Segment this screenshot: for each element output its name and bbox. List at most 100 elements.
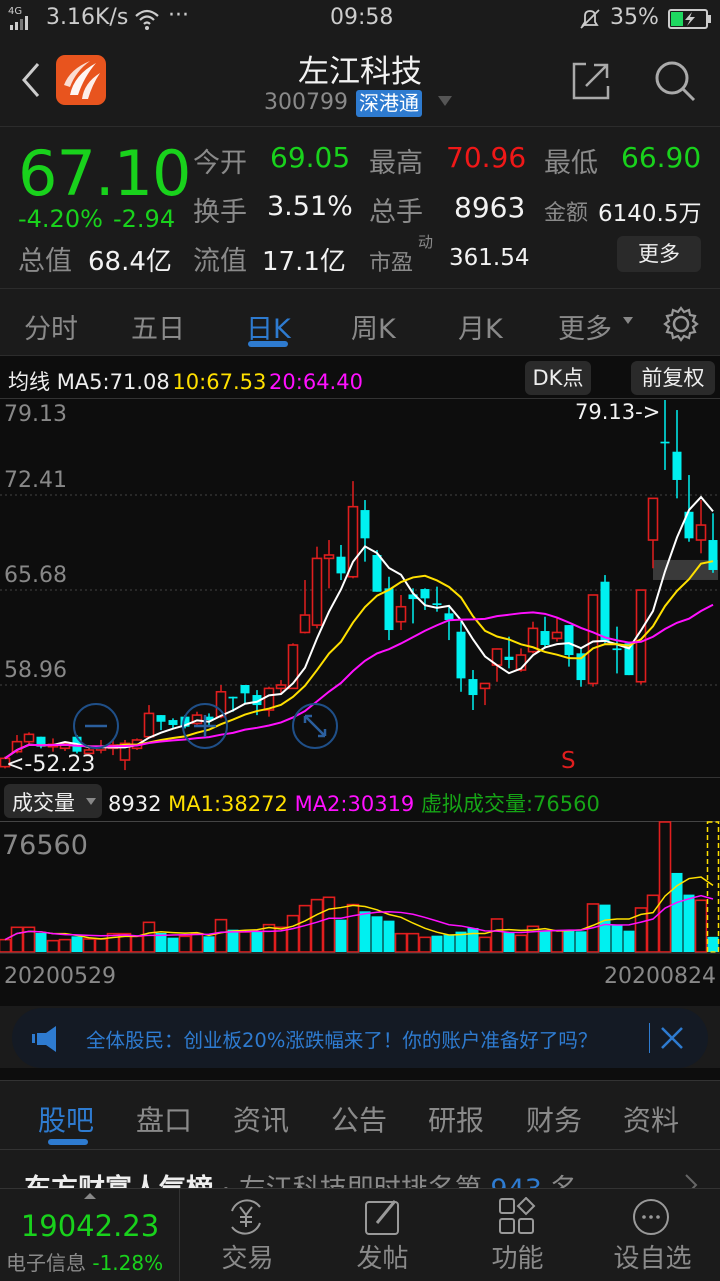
search-icon[interactable] xyxy=(652,58,698,104)
tab-daily-k[interactable]: 日K xyxy=(246,314,291,345)
volume-bar xyxy=(10,926,24,953)
volume-bar xyxy=(359,911,371,952)
popularity-ranking[interactable]: 东方财富人气榜 · 左江科技即时排名第 943 名 xyxy=(0,1151,720,1188)
tab-announcements[interactable]: 公告 xyxy=(331,1104,388,1137)
volume-bar xyxy=(611,924,623,952)
announcement-text[interactable]: 全体股民：创业板20%涨跌幅来了！你的账户准备好了吗？ xyxy=(86,1029,598,1052)
candle-body xyxy=(11,740,23,753)
volume-ma2: MA2:30319 xyxy=(294,792,415,816)
battery-charging-icon xyxy=(668,9,711,29)
candle-body xyxy=(252,695,262,706)
candle-body xyxy=(287,644,299,690)
candle-body xyxy=(204,716,214,721)
megaphone-icon xyxy=(32,1026,56,1052)
candle-body xyxy=(684,511,694,539)
functions-button[interactable]: 功能 xyxy=(450,1189,585,1281)
candle-body xyxy=(323,554,335,560)
zoom-in-icon[interactable] xyxy=(181,702,229,750)
volume-ma1: MA1:38272 xyxy=(168,792,288,816)
volume-bar xyxy=(167,937,179,952)
candle-body xyxy=(336,556,346,574)
functions-label: 功能 xyxy=(491,1244,544,1274)
volume-bar xyxy=(671,872,683,952)
stock-code: 300799 xyxy=(264,90,348,115)
compose-icon xyxy=(365,1200,399,1235)
add-watchlist-button[interactable]: 设自选 xyxy=(585,1189,720,1281)
ma20-line xyxy=(4,603,714,760)
tab-weekly-k[interactable]: 周K xyxy=(351,314,396,345)
tab-profile[interactable]: 资料 xyxy=(623,1104,680,1137)
candle-body xyxy=(311,557,323,626)
high-value: 70.96 xyxy=(446,141,527,174)
volume-bar xyxy=(142,921,156,953)
volume-bar xyxy=(514,934,528,953)
volume-bar xyxy=(214,918,228,953)
candle-body xyxy=(384,588,394,631)
candlestick-chart[interactable] xyxy=(0,398,720,778)
turnover-value: 3.51% xyxy=(267,191,353,222)
wifi-icon xyxy=(135,9,159,30)
volume-bar xyxy=(155,932,167,952)
volume-bar xyxy=(623,930,635,952)
candle-body xyxy=(647,497,659,541)
ranking-number: 943 xyxy=(490,1174,542,1188)
volume-bar xyxy=(178,935,192,953)
dropdown-caret-icon[interactable] xyxy=(438,96,452,106)
volume-bar xyxy=(0,938,12,953)
tab-news[interactable]: 资讯 xyxy=(233,1104,290,1137)
volume-bar xyxy=(683,894,695,952)
volume-chart[interactable] xyxy=(0,812,720,957)
tab-intraday[interactable]: 分时 xyxy=(24,314,78,345)
volume-ma1-line xyxy=(4,876,714,941)
last-price: 67.10 xyxy=(18,137,191,210)
tab-five-day[interactable]: 五日 xyxy=(131,314,185,345)
more-caret-icon xyxy=(623,317,633,324)
current-price-band xyxy=(653,559,718,580)
battery-percent: 35% xyxy=(610,5,659,30)
volume-bar xyxy=(346,903,360,953)
close-icon[interactable] xyxy=(660,1026,684,1050)
selector-caret-icon xyxy=(86,798,96,805)
volume-bar xyxy=(563,930,575,952)
volume-bar xyxy=(35,932,47,952)
tab-finance[interactable]: 财务 xyxy=(526,1104,583,1137)
more-quote-button[interactable]: 更多 xyxy=(617,236,701,272)
candle-body xyxy=(36,736,46,747)
candle-body xyxy=(408,594,418,600)
tab-monthly-k[interactable]: 月K xyxy=(458,314,503,345)
period-tabs: 分时 五日 日K 周K 月K 更多 xyxy=(0,288,720,356)
active-tab-indicator xyxy=(48,1139,88,1145)
index-ticker[interactable]: 19042.23 电子信息 -1.28% xyxy=(0,1189,180,1281)
zoom-out-icon[interactable] xyxy=(72,702,120,750)
candle-body xyxy=(83,749,95,755)
ma20-value: 20:64.40 xyxy=(269,370,363,394)
volume-ma2-line xyxy=(4,894,714,941)
tab-forum[interactable]: 股吧 xyxy=(38,1104,95,1137)
dk-point-button[interactable]: DK点 xyxy=(525,361,591,395)
tab-more[interactable]: 更多 xyxy=(558,314,612,345)
candle-body xyxy=(551,631,563,640)
price-adjust-button[interactable]: 前复权 xyxy=(631,361,715,395)
volume-bar xyxy=(431,935,443,952)
post-button[interactable]: 发帖 xyxy=(315,1189,450,1281)
index-change: -1.28% xyxy=(92,1251,164,1275)
share-icon[interactable] xyxy=(570,60,612,102)
fullscreen-icon[interactable] xyxy=(291,702,339,750)
announcement-banner[interactable]: 全体股民：创业板20%涨跌幅来了！你的账户准备好了吗？ xyxy=(12,1008,708,1068)
volume-bar xyxy=(106,932,120,953)
volume-bar xyxy=(371,916,383,952)
indicator-selector[interactable]: 成交量 xyxy=(4,784,102,818)
tab-order-book[interactable]: 盘口 xyxy=(136,1104,193,1137)
low-value: 66.90 xyxy=(621,141,702,174)
tab-research[interactable]: 研报 xyxy=(428,1104,485,1137)
volume-bar xyxy=(335,919,347,952)
network-speed: 3.16K/s xyxy=(46,5,129,30)
trade-button[interactable]: 交易 xyxy=(180,1189,315,1281)
volume-max-label: 76560 xyxy=(2,830,88,861)
back-icon[interactable] xyxy=(18,60,42,100)
open-value: 69.05 xyxy=(270,141,351,174)
settings-gear-icon[interactable] xyxy=(662,305,700,343)
volume-bar xyxy=(22,926,36,953)
candle-body xyxy=(600,581,610,642)
ma10-line xyxy=(4,560,714,760)
